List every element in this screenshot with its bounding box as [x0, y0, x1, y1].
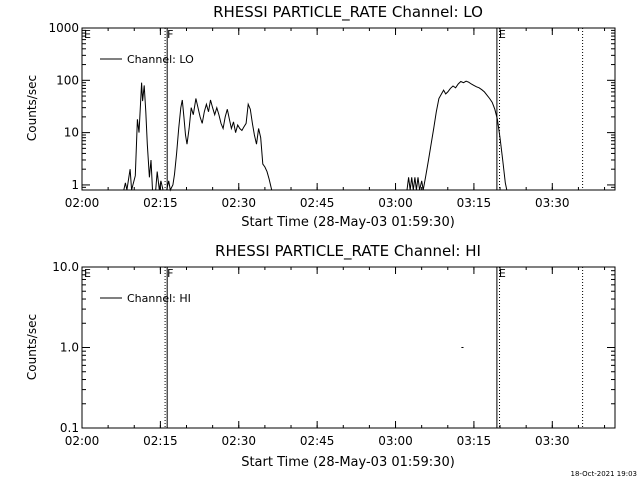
hi-event-marker-label: F [167, 267, 173, 280]
lo-x-tick-label: 02:15 [143, 196, 178, 210]
lo-event-marker-label: E [499, 28, 506, 41]
hi-x-tick-label: 02:00 [65, 434, 100, 448]
hi-y-axis-label: Counts/sec [25, 314, 39, 380]
hi-y-tick-label: 10.0 [52, 260, 79, 274]
hi-chart-title: RHESSI PARTICLE_RATE Channel: HI [215, 242, 481, 261]
lo-y-tick-label: 1 [71, 178, 79, 192]
hi-legend-label: Channel: HI [127, 292, 191, 305]
hi-x-axis-label: Start Time (28-May-03 01:59:30) [241, 455, 455, 470]
lo-series-line [123, 82, 273, 192]
lo-x-tick-label: 02:00 [65, 196, 100, 210]
hi-x-tick-label: 03:15 [457, 434, 492, 448]
footer-timestamp: 18-Oct-2021 19:03 [571, 470, 637, 478]
lo-legend-label: Channel: LO [127, 53, 194, 66]
hi-event-marker-label: E [499, 267, 506, 280]
hi-x-tick-label: 02:15 [143, 434, 178, 448]
hi-y-tick-label: 0.1 [60, 421, 79, 435]
hi-y-tick-label: 1.0 [60, 341, 79, 355]
lo-x-tick-label: 02:30 [221, 196, 256, 210]
hi-chart: RHESSI PARTICLE_RATE Channel: HI Counts/… [25, 242, 616, 470]
lo-chart: RHESSI PARTICLE_RATE Channel: LO Counts/… [25, 3, 616, 230]
lo-x-tick-label: 03:30 [535, 196, 570, 210]
hi-event-marker-label: E [84, 267, 91, 280]
lo-y-tick-label: 1000 [48, 21, 79, 35]
lo-y-axis-label: Counts/sec [25, 75, 39, 141]
lo-event-marker-label: E [84, 28, 91, 41]
lo-x-axis-label: Start Time (28-May-03 01:59:30) [241, 215, 455, 230]
hi-x-tick-label: 03:30 [535, 434, 570, 448]
hi-x-tick-label: 03:00 [378, 434, 413, 448]
lo-event-marker-label: F [167, 28, 173, 41]
lo-series-line [406, 80, 508, 191]
lo-x-tick-label: 03:15 [457, 196, 492, 210]
lo-x-tick-label: 03:00 [378, 196, 413, 210]
hi-x-tick-label: 02:30 [221, 434, 256, 448]
lo-y-tick-label: 100 [56, 73, 79, 87]
lo-plot-area: 02:00 02:15 02:30 02:45 03:00 03:15 03:30 1 10 10… [48, 21, 616, 210]
lo-x-tick-label: 02:45 [300, 196, 335, 210]
hi-plot-area: 02:00 02:15 02:30 02:45 03:00 03:15 03:30 0.1 1.… [52, 260, 616, 448]
lo-chart-title: RHESSI PARTICLE_RATE Channel: LO [213, 3, 483, 22]
lo-y-tick-label: 10 [64, 126, 79, 140]
hi-x-tick-label: 02:45 [300, 434, 335, 448]
